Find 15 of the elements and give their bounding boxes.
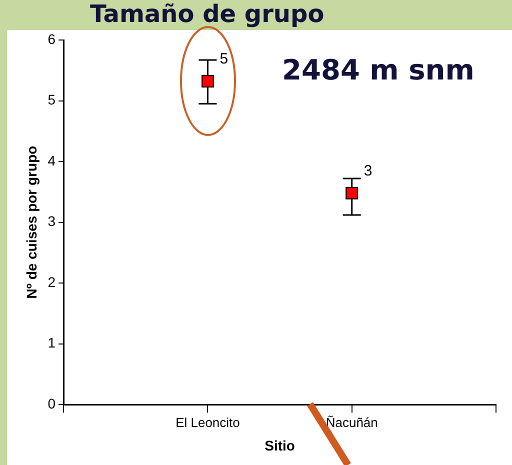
y-axis-title: Nº de cuises por grupo	[23, 146, 40, 299]
annotation: 2484 m snm	[282, 53, 474, 86]
x-axis-title: Sitio	[264, 437, 295, 454]
y-tick-label: 6	[48, 30, 56, 47]
y-tick-label: 3	[48, 213, 56, 230]
annotation: 5	[220, 50, 228, 68]
y-tick-label: 1	[48, 334, 56, 351]
chart-title: Tamaño de grupo	[90, 0, 324, 28]
annotation: 3	[364, 162, 372, 180]
x-tick-label: El Leoncito	[176, 414, 240, 430]
x-tick-label: Ñacuñán	[326, 414, 378, 430]
y-tick-label: 4	[48, 152, 56, 168]
y-tick-label: 2	[48, 274, 56, 290]
y-tick-label: 0	[48, 395, 56, 412]
y-tick-label: 5	[48, 92, 56, 108]
